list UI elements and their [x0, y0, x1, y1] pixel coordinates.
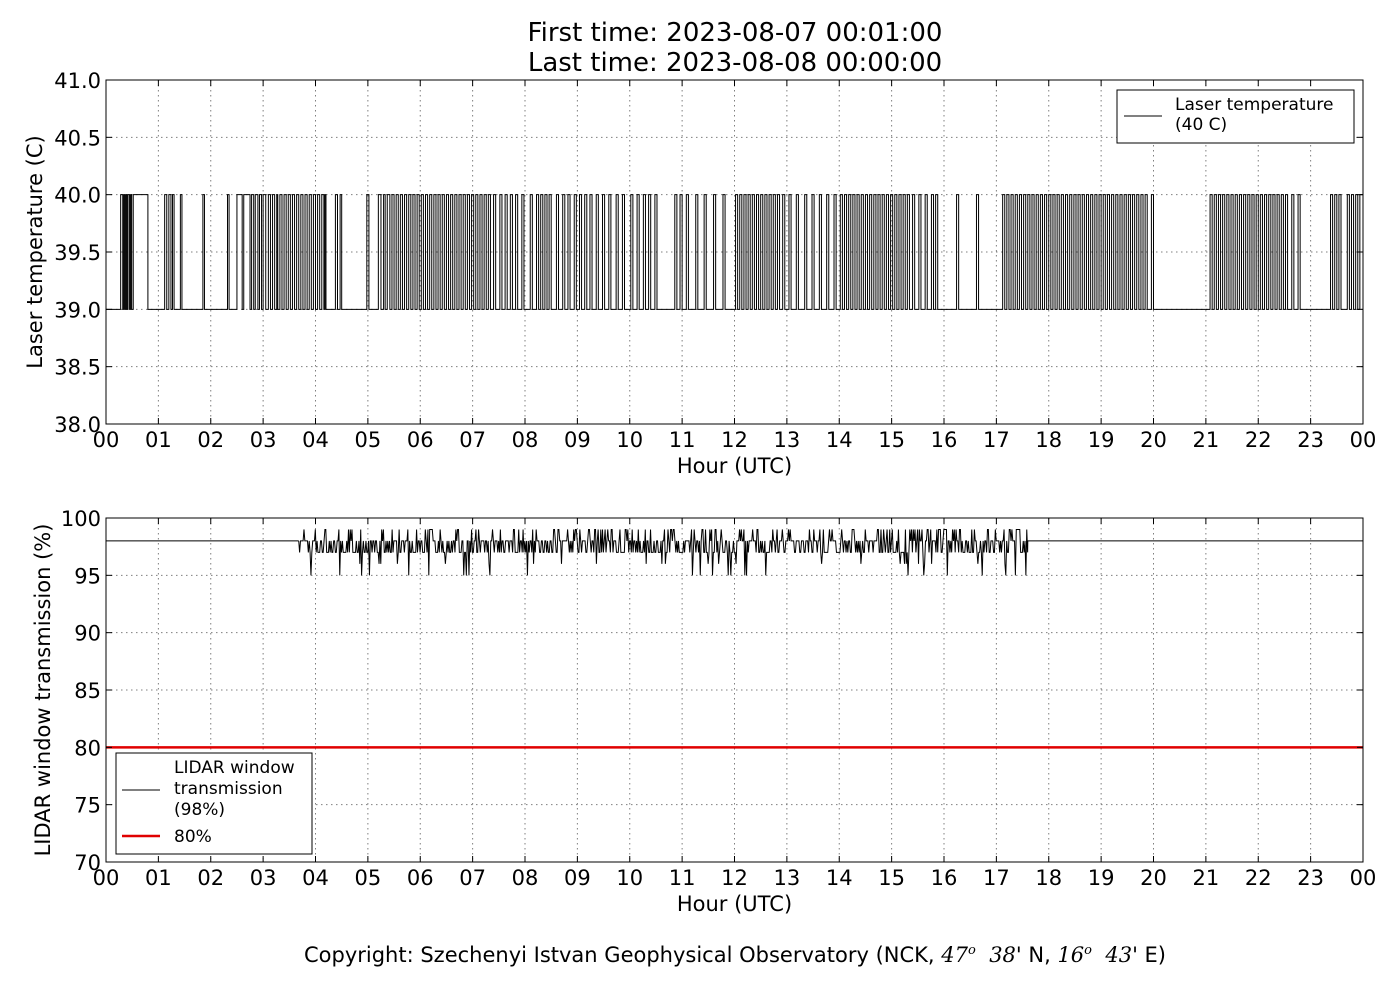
copyright-notice: Copyright: Szechenyi Istvan Geophysical … [0, 938, 1400, 968]
temp-series-line [106, 194, 1364, 310]
lidar-x-tick-label: 05 [355, 866, 382, 890]
longitude-minutes: 43 [1105, 943, 1133, 967]
lidar-x-tick-label: 18 [1035, 866, 1062, 890]
temp-x-tick-label: 23 [1297, 428, 1324, 452]
lidar-series-line [106, 528, 1363, 576]
temp-y-tick-label: 40.5 [54, 126, 101, 150]
lidar-panel: 00 01 02 03 04 05 06 07 08 09 10 11 12 13 14 15 16 17 18 19… [31, 507, 1376, 916]
temp-x-tick-label: 09 [564, 428, 591, 452]
legend-label: transmission [174, 779, 283, 799]
longitude-degrees: 16 [1057, 943, 1085, 967]
lidar-y-tick-label: 100 [61, 507, 101, 531]
lidar-x-tick-label: 12 [721, 866, 748, 890]
temp-x-axis-label: Hour (UTC) [677, 454, 792, 478]
temp-x-tick-label: 15 [878, 428, 905, 452]
temp-y-tick-label: 38.0 [54, 413, 101, 437]
longitude-degree-mark: o [1084, 943, 1092, 958]
temp-y-tick-label: 38.5 [54, 356, 101, 380]
lidar-x-tick-label: 19 [1088, 866, 1115, 890]
legend-label: 80% [174, 827, 212, 847]
temp-x-tick-label: 21 [1193, 428, 1220, 452]
legend-label: LIDAR window [174, 758, 295, 778]
temp-y-tick-label: 41.0 [54, 69, 101, 93]
latitude-hemisphere: ' N, [1015, 943, 1058, 967]
latitude-minutes: 38 [989, 943, 1016, 967]
lidar-x-tick-label: 09 [564, 866, 591, 890]
temp-x-tick-label: 22 [1245, 428, 1272, 452]
latitude-degree-mark: o [968, 943, 976, 958]
lidar-x-tick-label: 06 [407, 866, 434, 890]
temp-x-tick-label: 01 [145, 428, 172, 452]
chart-title-line-1: First time: 2023-08-07 00:01:00 [527, 18, 943, 48]
temp-x-tick-label: 11 [669, 428, 696, 452]
lidar-x-tick-label: 20 [1140, 866, 1167, 890]
lidar-x-tick-label: 23 [1297, 866, 1324, 890]
lidar-x-tick-label: 07 [459, 866, 486, 890]
lidar-x-tick-label: 15 [878, 866, 905, 890]
temp-x-tick-label: 02 [197, 428, 224, 452]
temp-x-tick-label: 14 [826, 428, 853, 452]
lidar-x-tick-label: 14 [826, 866, 853, 890]
lidar-x-tick-label: 21 [1193, 866, 1220, 890]
lidar-x-tick-label: 03 [250, 866, 277, 890]
lidar-x-tick-label: 00 [93, 866, 120, 890]
lidar-x-tick-label: 22 [1245, 866, 1272, 890]
lidar-x-tick-label: 13 [774, 866, 801, 890]
legend-label: Laser temperature [1175, 95, 1333, 115]
temp-y-tick-label: 39.5 [54, 241, 101, 265]
lidar-x-tick-label: 17 [983, 866, 1010, 890]
copyright-prefix: Copyright: Szechenyi Istvan Geophysical … [303, 943, 942, 967]
latitude-degrees: 47 [941, 943, 968, 967]
temp-x-tick-label: 13 [774, 428, 801, 452]
temp-x-tick-label: 06 [407, 428, 434, 452]
temp-x-tick-label: 19 [1088, 428, 1115, 452]
temp-x-tick-label: 00 [1350, 428, 1377, 452]
temp-x-tick-label: 00 [93, 428, 120, 452]
lidar-y-tick-label: 85 [74, 679, 101, 703]
temp-x-tick-label: 08 [512, 428, 539, 452]
lidar-y-axis-label: LIDAR window transmission (%) [31, 524, 55, 857]
legend-label: (98%) [174, 800, 225, 820]
temp-panel: 00 01 02 03 04 05 06 07 08 09 10 11 12 13 14 15 16 17 18 19… [23, 69, 1376, 478]
lidar-x-tick-label: 16 [931, 866, 958, 890]
lidar-x-tick-label: 00 [1350, 866, 1377, 890]
lidar-x-tick-label: 02 [197, 866, 224, 890]
lidar-y-tick-label: 95 [74, 564, 101, 588]
lidar-y-tick-label: 90 [74, 622, 101, 646]
temp-x-tick-label: 03 [250, 428, 277, 452]
temp-x-tick-label: 05 [355, 428, 382, 452]
chart-title-line-2: Last time: 2023-08-08 00:00:00 [527, 48, 943, 78]
temp-x-tick-label: 18 [1035, 428, 1062, 452]
temp-x-tick-label: 17 [983, 428, 1010, 452]
lidar-x-axis-label: Hour (UTC) [677, 892, 792, 916]
lidar-x-tick-label: 08 [512, 866, 539, 890]
longitude-hemisphere: ' E) [1132, 943, 1167, 967]
lidar-y-tick-label: 75 [74, 794, 101, 818]
temp-y-tick-label: 40.0 [54, 184, 101, 208]
lidar-y-tick-label: 70 [74, 851, 101, 875]
temp-x-tick-label: 12 [721, 428, 748, 452]
lidar-y-tick-label: 80 [74, 736, 101, 760]
temp-x-tick-label: 20 [1140, 428, 1167, 452]
temp-x-tick-label: 07 [459, 428, 486, 452]
temp-y-tick-label: 39.0 [54, 298, 101, 322]
legend-label: (40 C) [1175, 115, 1227, 135]
temp-x-tick-label: 16 [931, 428, 958, 452]
lidar-x-tick-label: 01 [145, 866, 172, 890]
lidar-x-tick-label: 11 [669, 866, 696, 890]
temp-legend: Laser temperature(40 C) [1116, 89, 1355, 144]
temp-y-axis-label: Laser temperature (C) [23, 135, 47, 368]
temp-x-tick-label: 04 [302, 428, 329, 452]
temp-x-tick-label: 10 [616, 428, 643, 452]
lidar-x-tick-label: 10 [616, 866, 643, 890]
lidar-x-tick-label: 04 [302, 866, 329, 890]
